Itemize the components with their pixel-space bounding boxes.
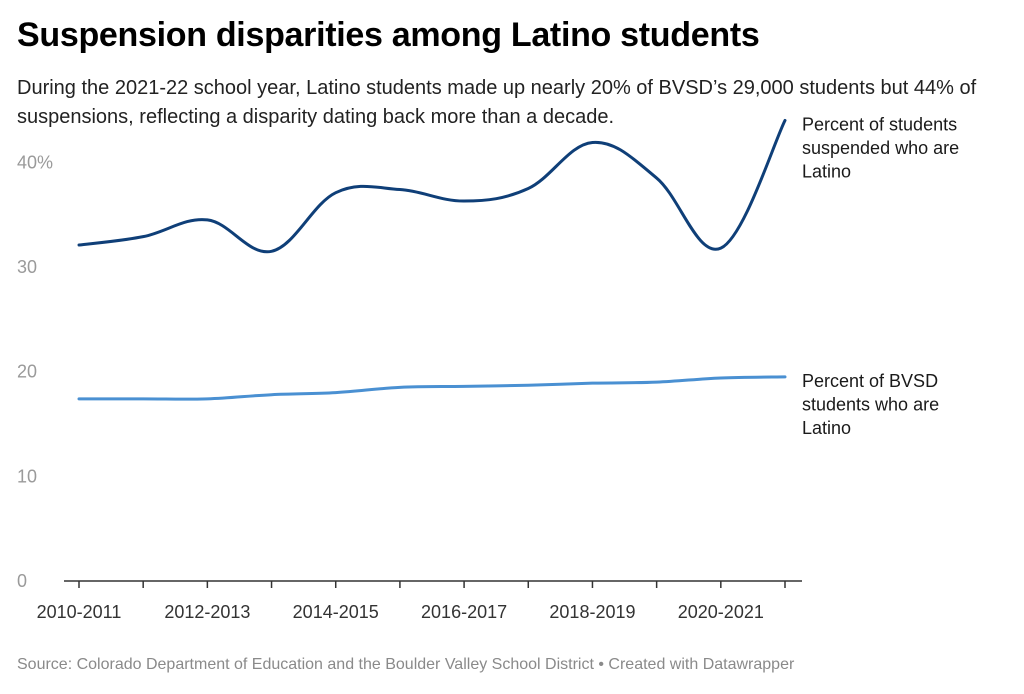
x-tick-label: 2018-2019 xyxy=(549,602,635,622)
x-tick-label: 2016-2017 xyxy=(421,602,507,622)
y-axis: 0 10 20 30 40% xyxy=(17,152,53,591)
y-tick-label: 30 xyxy=(17,257,37,277)
x-tick-label: 2014-2015 xyxy=(293,602,379,622)
chart-title: Suspension disparities among Latino stud… xyxy=(17,16,760,54)
x-axis: 2010-2011 2012-2013 2014-2015 2016-2017 2018… xyxy=(37,580,802,622)
credit-text: Created with Datawrapper xyxy=(608,656,795,673)
y-tick-label: 0 xyxy=(17,571,27,591)
series-line-suspended xyxy=(77,118,787,254)
source-footer: Source: Colorado Department of Education… xyxy=(17,656,794,674)
series-lines xyxy=(77,118,787,401)
y-tick-label: 20 xyxy=(17,362,37,382)
series-label-suspended: Percent of students suspended who are Lati… xyxy=(802,114,959,181)
y-tick-label: 10 xyxy=(17,466,37,486)
x-tick-label: 2020-2021 xyxy=(678,602,764,622)
x-tick-label: 2010-2011 xyxy=(37,602,122,622)
x-tick-label: 2012-2013 xyxy=(164,602,250,622)
series-line-enrollment xyxy=(77,375,787,401)
source-text: Source: Colorado Department of Education… xyxy=(17,656,594,673)
y-tick-label: 40% xyxy=(17,152,53,172)
series-label-enrollment: Percent of BVSD students who are Latino xyxy=(802,371,939,438)
series-labels: Percent of students suspended who are Lati… xyxy=(802,114,959,437)
separator-dot: • xyxy=(598,656,604,673)
chart-subtitle: During the 2021-22 school year, Latino s… xyxy=(17,77,977,128)
